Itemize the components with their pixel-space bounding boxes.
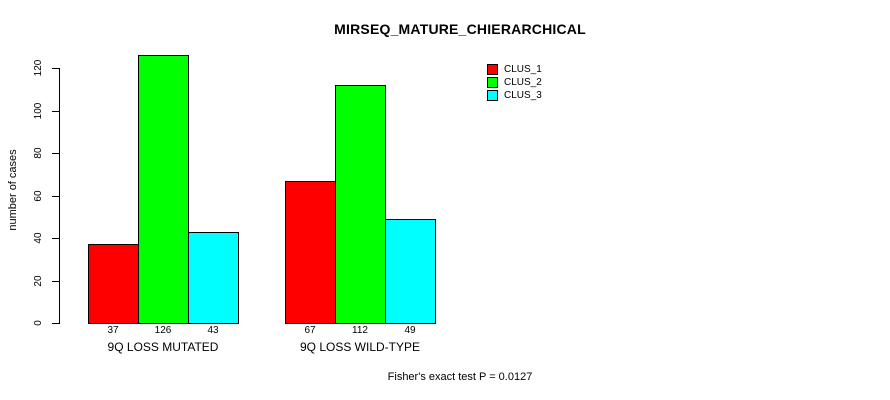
bar-clus_3-2 <box>385 219 436 324</box>
y-tick-label: 60 <box>33 189 44 202</box>
legend-item: CLUS_2 <box>487 76 542 89</box>
legend-item: CLUS_3 <box>487 89 542 102</box>
y-tick-label: 100 <box>33 102 44 119</box>
y-tick <box>52 153 59 154</box>
y-tick-label: 40 <box>33 232 44 244</box>
legend-swatch-icon <box>487 77 498 88</box>
y-tick <box>52 110 59 112</box>
y-tick <box>52 195 59 197</box>
x-category-label: 9Q LOSS WILD-TYPE <box>299 340 421 354</box>
bar-clus_2-1 <box>138 55 189 324</box>
y-tick-label: 80 <box>33 147 44 159</box>
bar-value-label: 37 <box>107 325 119 336</box>
y-tick <box>52 68 59 69</box>
y-tick-label: 20 <box>33 274 44 287</box>
bar-value-label: 126 <box>154 325 172 336</box>
bar-clus_3-1 <box>188 232 239 324</box>
bar-value-label: 43 <box>207 325 219 336</box>
y-tick-label: 0 <box>33 320 44 326</box>
bar-value-label: 67 <box>304 325 316 336</box>
y-tick <box>52 323 59 324</box>
legend-swatch-icon <box>487 90 498 101</box>
bar-clus_1-1 <box>88 244 139 324</box>
bar-value-label: 112 <box>352 325 368 336</box>
annotation-fisher-test: Fisher's exact test P = 0.0127 <box>387 371 533 383</box>
legend-swatch-icon <box>487 64 498 75</box>
y-tick-label: 120 <box>33 59 44 77</box>
x-category-label: 9Q LOSS MUTATED <box>107 340 219 354</box>
bar-clus_2-2 <box>335 85 386 324</box>
legend-label: CLUS_1 <box>504 64 542 75</box>
chart-title: MIRSEQ_MATURE_CHIERARCHICAL <box>334 21 586 37</box>
legend: CLUS_1 CLUS_2 CLUS_3 <box>487 63 542 102</box>
legend-label: CLUS_3 <box>504 90 542 101</box>
y-tick <box>52 280 59 282</box>
bar-clus_1-2 <box>285 181 336 324</box>
legend-item: CLUS_1 <box>487 63 542 76</box>
legend-label: CLUS_2 <box>504 77 542 88</box>
y-tick <box>52 238 59 239</box>
y-axis-line <box>59 68 60 324</box>
bar-value-label: 49 <box>404 325 416 336</box>
